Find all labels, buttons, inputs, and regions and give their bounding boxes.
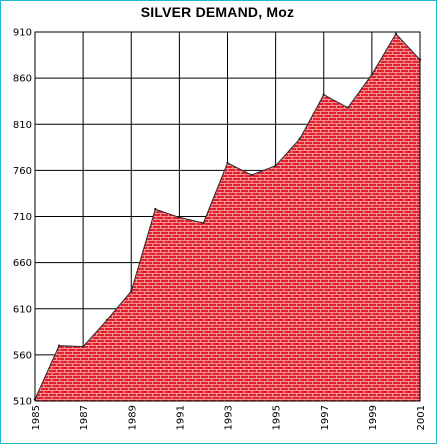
y-tick-label: 910 (13, 28, 32, 39)
chart-title: SILVER DEMAND, Moz (140, 4, 295, 20)
x-tick-label: 1999 (368, 405, 379, 430)
x-tick-label: 2001 (416, 405, 427, 430)
data-point (250, 173, 253, 177)
data-point (322, 93, 325, 96)
y-tick-label: 610 (13, 304, 32, 315)
x-tick-label: 1991 (175, 405, 186, 430)
area-series (33, 32, 422, 402)
x-tick-labels: 1985 1987 1989 1991 1993 1995 1997 1999 2001 (31, 405, 427, 430)
x-tick-label: 1989 (127, 405, 138, 430)
x-tick-label: 1997 (320, 405, 331, 430)
x-tick-label: 1987 (79, 405, 90, 430)
y-tick-label: 710 (13, 212, 32, 223)
y-tick-label: 560 (13, 350, 32, 361)
data-point (57, 344, 61, 347)
y-tick-label: 660 (13, 258, 32, 269)
y-tick-label: 860 (13, 74, 32, 85)
y-tick-labels: 510 560 610 660 710 760 810 860 910 (13, 28, 32, 408)
data-point (202, 221, 205, 225)
x-tick-label: 1993 (224, 405, 235, 430)
area-fill (34, 33, 421, 402)
data-point (105, 318, 109, 322)
data-point (370, 73, 374, 76)
y-tick-label: 810 (13, 120, 32, 131)
plot-border (34, 31, 421, 402)
data-point (178, 216, 181, 219)
x-tick-label: 1985 (31, 405, 42, 430)
data-point (346, 106, 350, 109)
data-point (130, 290, 133, 293)
y-tick-label: 760 (13, 166, 32, 177)
axes (34, 31, 421, 402)
y-tick-label: 510 (13, 397, 32, 408)
data-point (226, 161, 229, 165)
x-tick-label: 1995 (272, 405, 283, 430)
data-point (298, 137, 301, 141)
data-point (394, 32, 398, 36)
data-point (154, 207, 157, 211)
data-point (274, 164, 277, 167)
data-point (81, 345, 85, 348)
